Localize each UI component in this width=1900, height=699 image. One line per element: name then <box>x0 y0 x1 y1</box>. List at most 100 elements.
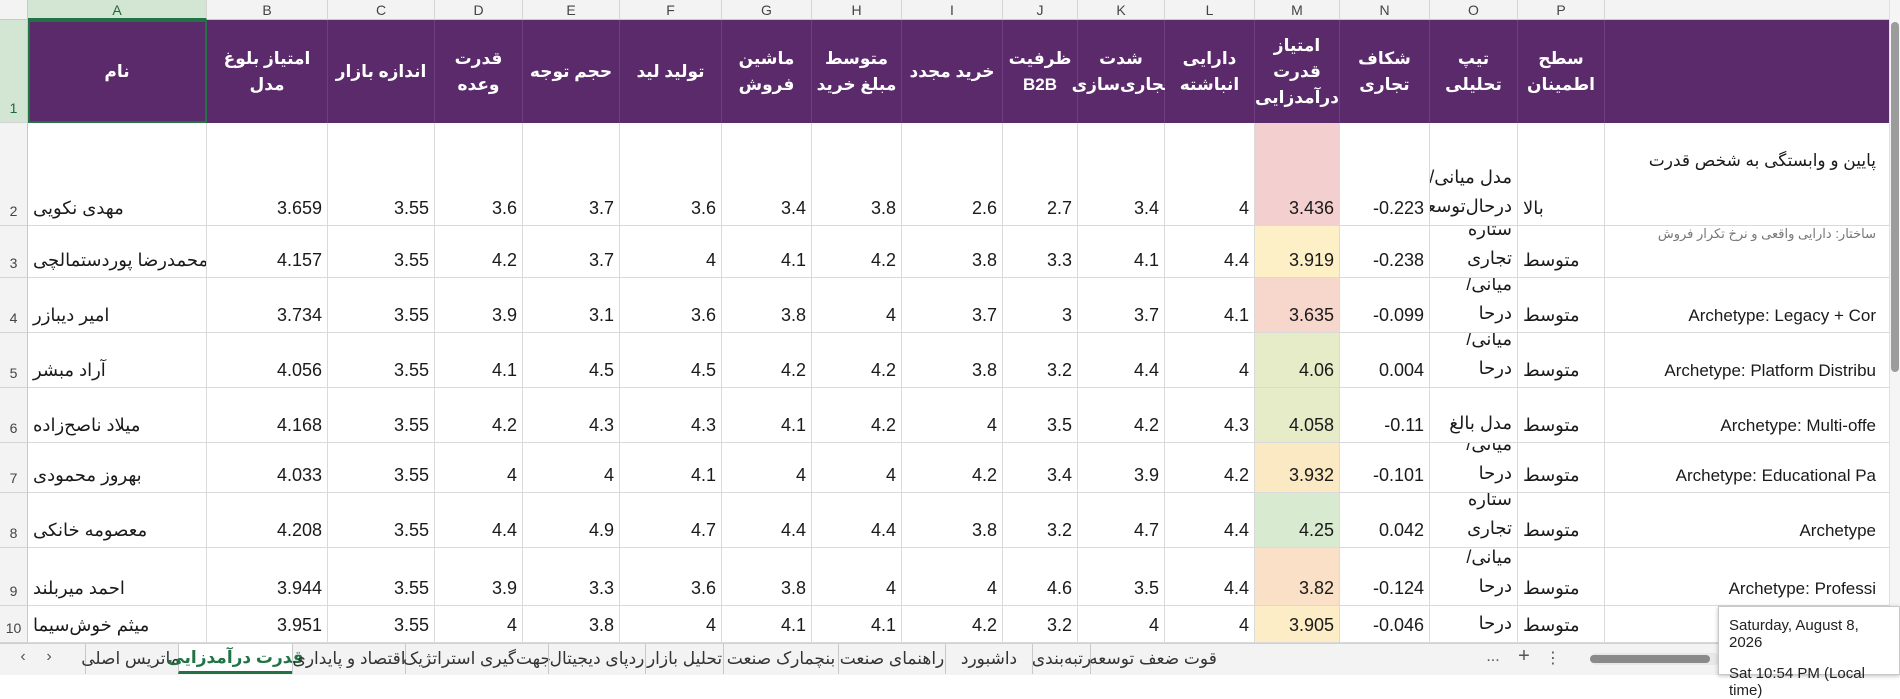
cell-d8[interactable]: 4.4 <box>435 493 523 548</box>
vertical-scroll-thumb[interactable] <box>1891 22 1899 372</box>
header-cell-b[interactable]: امتیاز بلوغ مدل <box>207 20 328 123</box>
cell-b8[interactable]: 4.208 <box>207 493 328 548</box>
cell-p7[interactable]: متوسط <box>1518 443 1605 493</box>
cell-e6[interactable]: 4.3 <box>523 388 620 443</box>
cell-f7[interactable]: 4.1 <box>620 443 722 493</box>
cell-n7[interactable]: -0.101 <box>1340 443 1430 493</box>
cell-a7[interactable]: بهروز محمودی <box>28 443 207 493</box>
cell-e3[interactable]: 3.7 <box>523 226 620 278</box>
column-header-o[interactable]: O <box>1430 0 1518 20</box>
cell-g6[interactable]: 4.1 <box>722 388 812 443</box>
cell-f5[interactable]: 4.5 <box>620 333 722 388</box>
cell-l5[interactable]: 4 <box>1165 333 1255 388</box>
cell-g5[interactable]: 4.2 <box>722 333 812 388</box>
tab-options-icon[interactable]: ⋮ <box>1545 650 1561 667</box>
header-cell-g[interactable]: ماشین فروش <box>722 20 812 123</box>
column-header-i[interactable]: I <box>902 0 1003 20</box>
cell-m4[interactable]: 3.635 <box>1255 278 1340 333</box>
header-cell-c[interactable]: اندازه بازار <box>328 20 435 123</box>
cell-e9[interactable]: 3.3 <box>523 548 620 606</box>
cell-a3[interactable]: محمدرضا پوردستمالچی <box>28 226 207 278</box>
select-all-corner[interactable] <box>0 0 28 20</box>
cell-n10[interactable]: -0.046 <box>1340 606 1430 643</box>
column-header-j[interactable]: J <box>1003 0 1078 20</box>
sheet-tab-10[interactable]: رتبه‌بندی <box>1032 644 1091 674</box>
cell-i4[interactable]: 3.7 <box>902 278 1003 333</box>
sheet-tab-8[interactable]: راهنمای صنعت <box>838 644 945 674</box>
cell-d5[interactable]: 4.1 <box>435 333 523 388</box>
cell-k6[interactable]: 4.2 <box>1078 388 1165 443</box>
column-header-n[interactable]: N <box>1340 0 1430 20</box>
horizontal-scroll-thumb[interactable] <box>1590 655 1710 663</box>
cell-q3[interactable]: ساختار: دارایی واقعی و نرخ تکرار فروش <box>1605 226 1890 278</box>
cell-j2[interactable]: 2.7 <box>1003 123 1078 226</box>
cell-j5[interactable]: 3.2 <box>1003 333 1078 388</box>
cell-d4[interactable]: 3.9 <box>435 278 523 333</box>
cell-o10[interactable]: مدل میانی/درحا <box>1430 606 1518 643</box>
cell-k2[interactable]: 3.4 <box>1078 123 1165 226</box>
horizontal-scrollbar[interactable] <box>1590 653 1720 665</box>
cell-m8[interactable]: 4.25 <box>1255 493 1340 548</box>
header-cell-e[interactable]: حجم توجه <box>523 20 620 123</box>
cell-i8[interactable]: 3.8 <box>902 493 1003 548</box>
cell-d9[interactable]: 3.9 <box>435 548 523 606</box>
cell-o3[interactable]: ستاره تجاری <box>1430 226 1518 278</box>
scroll-tabs-left-icon[interactable]: ‹ <box>20 648 26 665</box>
cell-b5[interactable]: 4.056 <box>207 333 328 388</box>
cell-i3[interactable]: 3.8 <box>902 226 1003 278</box>
cell-b3[interactable]: 4.157 <box>207 226 328 278</box>
row-header-8[interactable]: 8 <box>0 493 28 548</box>
cell-e2[interactable]: 3.7 <box>523 123 620 226</box>
header-cell-o[interactable]: تیپ تحلیلی <box>1430 20 1518 123</box>
cell-a5[interactable]: آراد مبشر <box>28 333 207 388</box>
header-cell-m[interactable]: امتیاز قدرت درآمدزایی <box>1255 20 1340 123</box>
cell-c3[interactable]: 3.55 <box>328 226 435 278</box>
cell-q6[interactable]: Archetype: Multi-offe <box>1605 388 1890 443</box>
cell-j9[interactable]: 4.6 <box>1003 548 1078 606</box>
row-header-6[interactable]: 6 <box>0 388 28 443</box>
sheet-tab-3[interactable]: اقتصاد و پایداری <box>292 644 405 674</box>
header-cell-a[interactable]: نام <box>28 20 207 123</box>
column-header-h[interactable]: H <box>812 0 902 20</box>
cell-f9[interactable]: 3.6 <box>620 548 722 606</box>
cell-e7[interactable]: 4 <box>523 443 620 493</box>
vertical-scrollbar[interactable] <box>1889 0 1900 643</box>
header-cell-h[interactable]: متوسط مبلغ خرید <box>812 20 902 123</box>
row-header-9[interactable]: 9 <box>0 548 28 606</box>
sheet-tab-2[interactable]: قدرت درآمدزایی <box>167 644 304 674</box>
cell-j4[interactable]: 3 <box>1003 278 1078 333</box>
cell-b7[interactable]: 4.033 <box>207 443 328 493</box>
cell-c9[interactable]: 3.55 <box>328 548 435 606</box>
cell-g3[interactable]: 4.1 <box>722 226 812 278</box>
cell-n6[interactable]: -0.11 <box>1340 388 1430 443</box>
cell-e8[interactable]: 4.9 <box>523 493 620 548</box>
cell-c8[interactable]: 3.55 <box>328 493 435 548</box>
row-header-1[interactable]: 1 <box>0 20 28 123</box>
cell-k4[interactable]: 3.7 <box>1078 278 1165 333</box>
cell-h6[interactable]: 4.2 <box>812 388 902 443</box>
cell-p3[interactable]: متوسط <box>1518 226 1605 278</box>
cell-q5[interactable]: Archetype: Platform Distribu <box>1605 333 1890 388</box>
cell-g9[interactable]: 3.8 <box>722 548 812 606</box>
cell-d10[interactable]: 4 <box>435 606 523 643</box>
column-header-m[interactable]: M <box>1255 0 1340 20</box>
cell-e4[interactable]: 3.1 <box>523 278 620 333</box>
cell-q8[interactable]: Archetype <box>1605 493 1890 548</box>
cell-n9[interactable]: -0.124 <box>1340 548 1430 606</box>
cell-n2[interactable]: -0.223 <box>1340 123 1430 226</box>
cell-a10[interactable]: میثم خوش‌سیما <box>28 606 207 643</box>
cell-n3[interactable]: -0.238 <box>1340 226 1430 278</box>
column-header-l[interactable]: L <box>1165 0 1255 20</box>
sheet-tab-5[interactable]: ردپای دیجیتال <box>548 644 645 674</box>
cell-l9[interactable]: 4.4 <box>1165 548 1255 606</box>
column-header-p[interactable]: P <box>1518 0 1605 20</box>
cell-b9[interactable]: 3.944 <box>207 548 328 606</box>
cell-g8[interactable]: 4.4 <box>722 493 812 548</box>
cell-j3[interactable]: 3.3 <box>1003 226 1078 278</box>
cell-m9[interactable]: 3.82 <box>1255 548 1340 606</box>
cell-p5[interactable]: متوسط <box>1518 333 1605 388</box>
row-header-3[interactable]: 3 <box>0 226 28 278</box>
sheet-tab-1[interactable]: ماتریس اصلی <box>81 644 180 674</box>
cell-g4[interactable]: 3.8 <box>722 278 812 333</box>
column-header-c[interactable]: C <box>328 0 435 20</box>
